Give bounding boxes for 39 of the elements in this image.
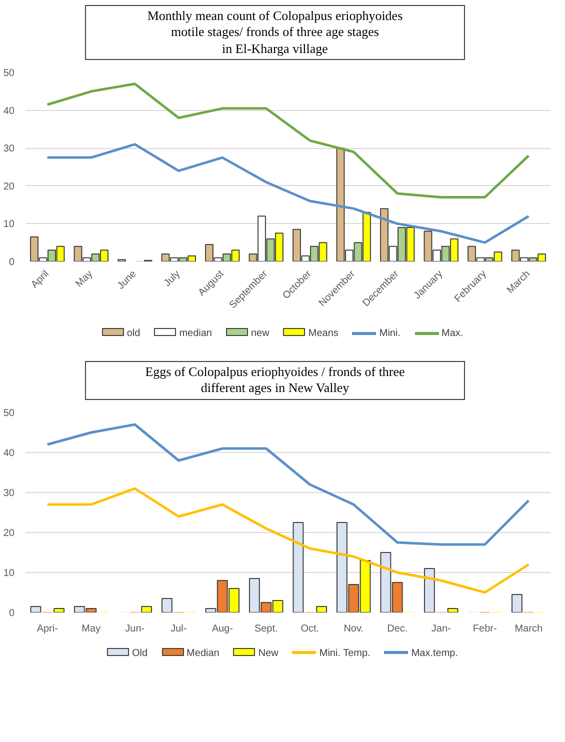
y-tick-label: 10: [3, 218, 15, 230]
legend-label: New: [257, 648, 278, 659]
y-tick-label: 10: [3, 568, 15, 579]
y-tick-label: 20: [3, 528, 15, 539]
legend-label: Mini. Temp.: [318, 648, 370, 659]
x-tick-label: Jan-: [431, 623, 451, 634]
legend-label: median: [178, 328, 212, 339]
legend-label: old: [126, 328, 140, 339]
chart-title: Eggs of Colopalpus eriophyoides / fronds of three different ages in New Valley: [85, 361, 465, 400]
y-tick-label: 50: [3, 68, 15, 79]
legend-label: new: [250, 328, 270, 339]
x-tick-label: Sept.: [254, 623, 278, 634]
x-tick-label: Nov.: [344, 623, 364, 634]
y-tick-label: 40: [3, 106, 15, 117]
x-tick-label: May: [82, 623, 101, 634]
legend-label: Max.temp.: [410, 648, 458, 659]
y-tick-label: 20: [3, 181, 15, 192]
legend-label: Means: [307, 328, 338, 339]
x-tick-label: Dec.: [387, 623, 408, 634]
chart-title: Monthly mean count of Colopalpus eriophyoides motile stages/ fronds of three age stages in El-Kharga village: [85, 5, 465, 60]
y-tick-label: 30: [3, 143, 15, 154]
y-tick-label: 40: [3, 448, 15, 459]
x-tick-label: Jul-: [170, 623, 187, 634]
y-tick-label: 0: [8, 608, 15, 619]
legend-label: Old: [130, 648, 148, 659]
x-tick-label: Febr-: [472, 623, 497, 634]
y-tick-label: 50: [3, 408, 15, 419]
x-tick-label: March: [514, 623, 543, 634]
x-tick-label: May: [74, 268, 96, 290]
x-tick-label: Jun-: [125, 623, 145, 634]
y-tick-label: 0: [8, 256, 15, 268]
x-tick-label: Aug-: [212, 623, 233, 634]
x-tick-label: Oct.: [300, 623, 320, 634]
y-tick-label: 30: [3, 488, 15, 499]
x-tick-label: Apri-: [36, 623, 58, 634]
legend-label: Median: [186, 648, 220, 659]
legend-label: Max.: [440, 328, 464, 339]
legend-label: Mini.: [378, 328, 400, 339]
x-tick-label: July: [162, 268, 183, 289]
